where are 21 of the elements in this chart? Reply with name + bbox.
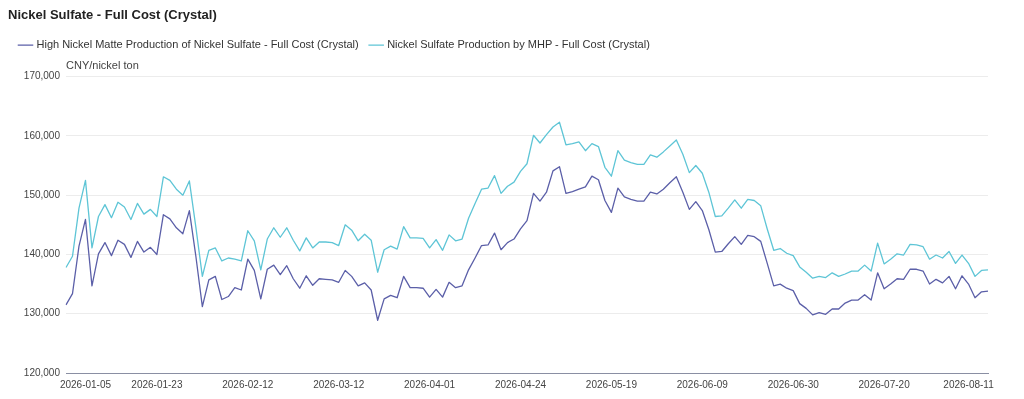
- x-tick-label: 2026-05-19: [585, 378, 638, 390]
- x-tick-label: 2026-06-30: [767, 378, 820, 390]
- y-tick-label: 150,000: [23, 188, 61, 200]
- y-tick-label: 160,000: [23, 129, 61, 141]
- x-tick-label: 2026-07-20: [858, 378, 911, 390]
- legend-label: High Nickel Matte Production of Nickel Sulfate - Full Cost (Crystal): [36, 38, 359, 51]
- x-tick-label: 2026-01-23: [131, 378, 183, 390]
- x-tick-label: 2026-04-01: [404, 378, 456, 390]
- x-tick-label: 2026-02-12: [222, 378, 274, 390]
- y-tick-label: 140,000: [23, 248, 61, 260]
- x-tick-label: 2026-06-09: [676, 378, 729, 390]
- x-tick-label: 2026-03-12: [313, 378, 365, 390]
- y-tick-label: 120,000: [23, 366, 61, 378]
- x-tick-label: 2026-04-24: [494, 378, 547, 390]
- x-tick-label: 2026-01-05: [59, 378, 112, 390]
- y-axis-title: CNY/nickel ton: [66, 59, 139, 72]
- legend-label: Nickel Sulfate Production by MHP - Full Cost (Crystal): [387, 38, 650, 51]
- y-tick-label: 130,000: [23, 307, 61, 319]
- chart-title: Nickel Sulfate - Full Cost (Crystal): [8, 7, 217, 23]
- y-tick-label: 170,000: [23, 70, 61, 82]
- x-tick-label: 2026-08-11: [943, 378, 995, 390]
